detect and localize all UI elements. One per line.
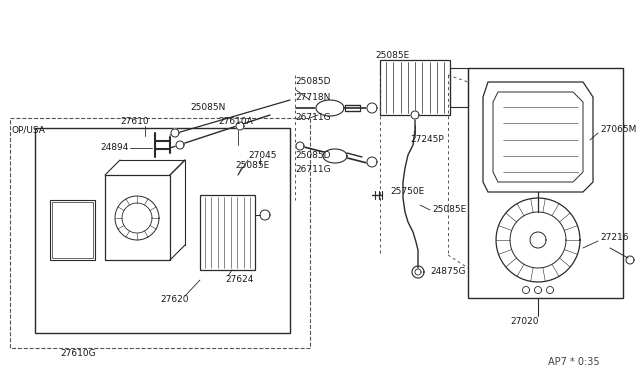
Text: 27610: 27610: [120, 118, 148, 126]
Bar: [50, 200, 95, 260]
Bar: [52, 202, 93, 258]
Text: 24894: 24894: [100, 144, 129, 153]
Text: 25085E: 25085E: [375, 51, 409, 60]
Text: 25085E: 25085E: [235, 160, 269, 170]
Polygon shape: [236, 122, 244, 130]
Polygon shape: [296, 142, 304, 150]
Text: 27065M: 27065M: [600, 125, 636, 135]
Polygon shape: [367, 103, 377, 113]
Bar: [200, 195, 255, 270]
Text: 24875G: 24875G: [430, 267, 465, 276]
Polygon shape: [316, 100, 344, 116]
Text: 25085N: 25085N: [190, 103, 225, 112]
Text: 27610A: 27610A: [218, 118, 253, 126]
Text: 25085D: 25085D: [295, 151, 330, 160]
Polygon shape: [411, 111, 419, 119]
Text: 27620: 27620: [160, 295, 189, 305]
Bar: [35, 128, 290, 333]
Text: 25085D: 25085D: [295, 77, 330, 87]
Bar: [380, 60, 450, 115]
Text: 25750E: 25750E: [390, 187, 424, 196]
Text: 27610G: 27610G: [60, 350, 95, 359]
Text: 27045: 27045: [248, 151, 276, 160]
Polygon shape: [171, 129, 179, 137]
Text: 27020: 27020: [510, 317, 538, 327]
Polygon shape: [367, 157, 377, 167]
Text: 27216: 27216: [600, 234, 628, 243]
Text: 27624: 27624: [225, 276, 253, 285]
Text: 26711G: 26711G: [295, 113, 331, 122]
Text: 27245P: 27245P: [410, 135, 444, 144]
Text: 26711G: 26711G: [295, 166, 331, 174]
Bar: [10, 118, 310, 348]
Polygon shape: [176, 141, 184, 149]
Text: AP7 * 0:35: AP7 * 0:35: [548, 357, 600, 367]
Text: OP/USA: OP/USA: [12, 125, 46, 135]
Bar: [450, 68, 468, 107]
Polygon shape: [323, 149, 347, 163]
Text: 25085E: 25085E: [432, 205, 467, 215]
Bar: [468, 68, 623, 298]
Bar: [105, 175, 170, 260]
Text: 27718N: 27718N: [295, 93, 330, 103]
